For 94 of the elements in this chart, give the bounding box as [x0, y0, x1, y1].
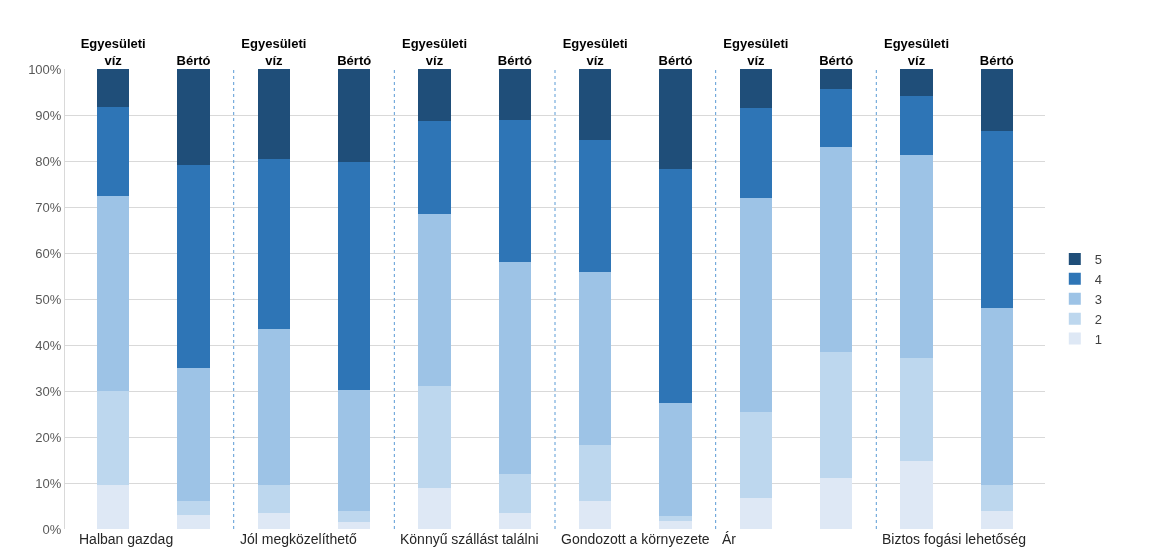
bar — [659, 520, 692, 529]
bar — [980, 485, 1013, 511]
y-tick-label: 90% — [35, 107, 62, 123]
bar — [498, 512, 531, 529]
x-tick-label: Bértó — [337, 53, 372, 69]
y-tick-label: 20% — [35, 429, 62, 445]
bar — [257, 69, 290, 159]
x-tick-label: Egyesületi víz — [241, 36, 307, 69]
x-tick-label: Egyesületi víz — [883, 36, 949, 69]
legend-label: 2 — [1094, 311, 1103, 327]
bar — [338, 161, 371, 391]
bar — [338, 510, 371, 523]
bar — [980, 308, 1013, 486]
y-tick-label: 100% — [28, 61, 62, 77]
bar — [338, 390, 371, 511]
y-tick-label: 30% — [35, 383, 62, 399]
bar — [418, 213, 451, 387]
y-tick-label: 40% — [35, 337, 62, 353]
bar — [97, 391, 130, 486]
text: Gondozott a környezete — [561, 531, 710, 547]
x-tick-label: Egyesületi víz — [723, 36, 789, 69]
bar — [579, 139, 612, 273]
bar — [177, 69, 210, 165]
bar — [257, 512, 290, 529]
bar — [980, 510, 1013, 529]
bar — [900, 95, 933, 156]
bar — [498, 473, 531, 513]
bar — [980, 69, 1013, 131]
text: Biztos fogási lehetőség — [882, 531, 1026, 547]
bar — [338, 69, 371, 162]
text: Ár — [722, 531, 737, 547]
x-tick-label: Egyesületi víz — [401, 36, 468, 69]
bar — [579, 272, 612, 446]
bar — [739, 107, 772, 198]
bar — [900, 460, 933, 529]
y-tick-label: 0% — [42, 521, 62, 537]
x-tick-label: Bértó — [658, 53, 693, 69]
text: Halban gazdag — [79, 531, 174, 547]
bar — [418, 120, 451, 214]
bar — [659, 402, 692, 517]
text: Jól megközelíthető — [240, 531, 357, 547]
bar — [97, 69, 130, 107]
bar — [257, 485, 290, 513]
y-tick-label: 70% — [35, 199, 62, 215]
bar — [820, 147, 853, 352]
bar — [97, 106, 130, 196]
bar — [900, 357, 933, 461]
bar — [498, 119, 531, 263]
bar — [900, 155, 933, 358]
bar — [739, 497, 772, 529]
legend-label: 4 — [1094, 271, 1103, 287]
bar — [97, 485, 130, 529]
bar — [579, 445, 612, 502]
x-tick-label: Bértó — [176, 53, 211, 69]
x-tick-label: Bértó — [979, 53, 1014, 69]
bar — [820, 89, 853, 148]
legend-label: 3 — [1094, 291, 1103, 307]
text: Könnyű szállást találni — [400, 531, 539, 547]
bar — [820, 69, 853, 90]
legend-label: 5 — [1094, 252, 1103, 268]
bar — [659, 169, 692, 403]
y-tick-label: 10% — [35, 475, 62, 491]
bar — [659, 69, 692, 170]
bar — [820, 478, 853, 529]
bar — [739, 197, 772, 412]
bar — [177, 164, 210, 368]
bar — [177, 501, 210, 516]
y-tick-label: 60% — [35, 245, 62, 261]
bar — [338, 522, 371, 529]
bar — [257, 328, 290, 486]
bar — [900, 69, 933, 96]
x-tick-label: Egyesületi víz — [80, 36, 146, 69]
bar — [177, 515, 210, 529]
x-tick-label: Egyesületi víz — [562, 36, 628, 69]
bar — [97, 195, 130, 391]
bar — [579, 501, 612, 529]
legend-label: 1 — [1094, 331, 1103, 347]
bar — [659, 516, 692, 521]
y-tick-label: 80% — [35, 153, 62, 169]
bar — [177, 368, 210, 502]
x-tick-label: Bértó — [819, 53, 854, 69]
x-tick-label: Bértó — [497, 53, 532, 69]
y-tick-label: 50% — [35, 291, 62, 307]
bar — [980, 130, 1013, 309]
bar — [579, 69, 612, 140]
bar — [418, 487, 451, 529]
bar — [739, 411, 772, 498]
bar — [498, 262, 531, 474]
bar — [820, 351, 853, 479]
bar — [257, 158, 290, 329]
bar — [418, 386, 451, 488]
bar — [739, 69, 772, 108]
bar — [418, 69, 451, 121]
bar — [498, 69, 531, 120]
